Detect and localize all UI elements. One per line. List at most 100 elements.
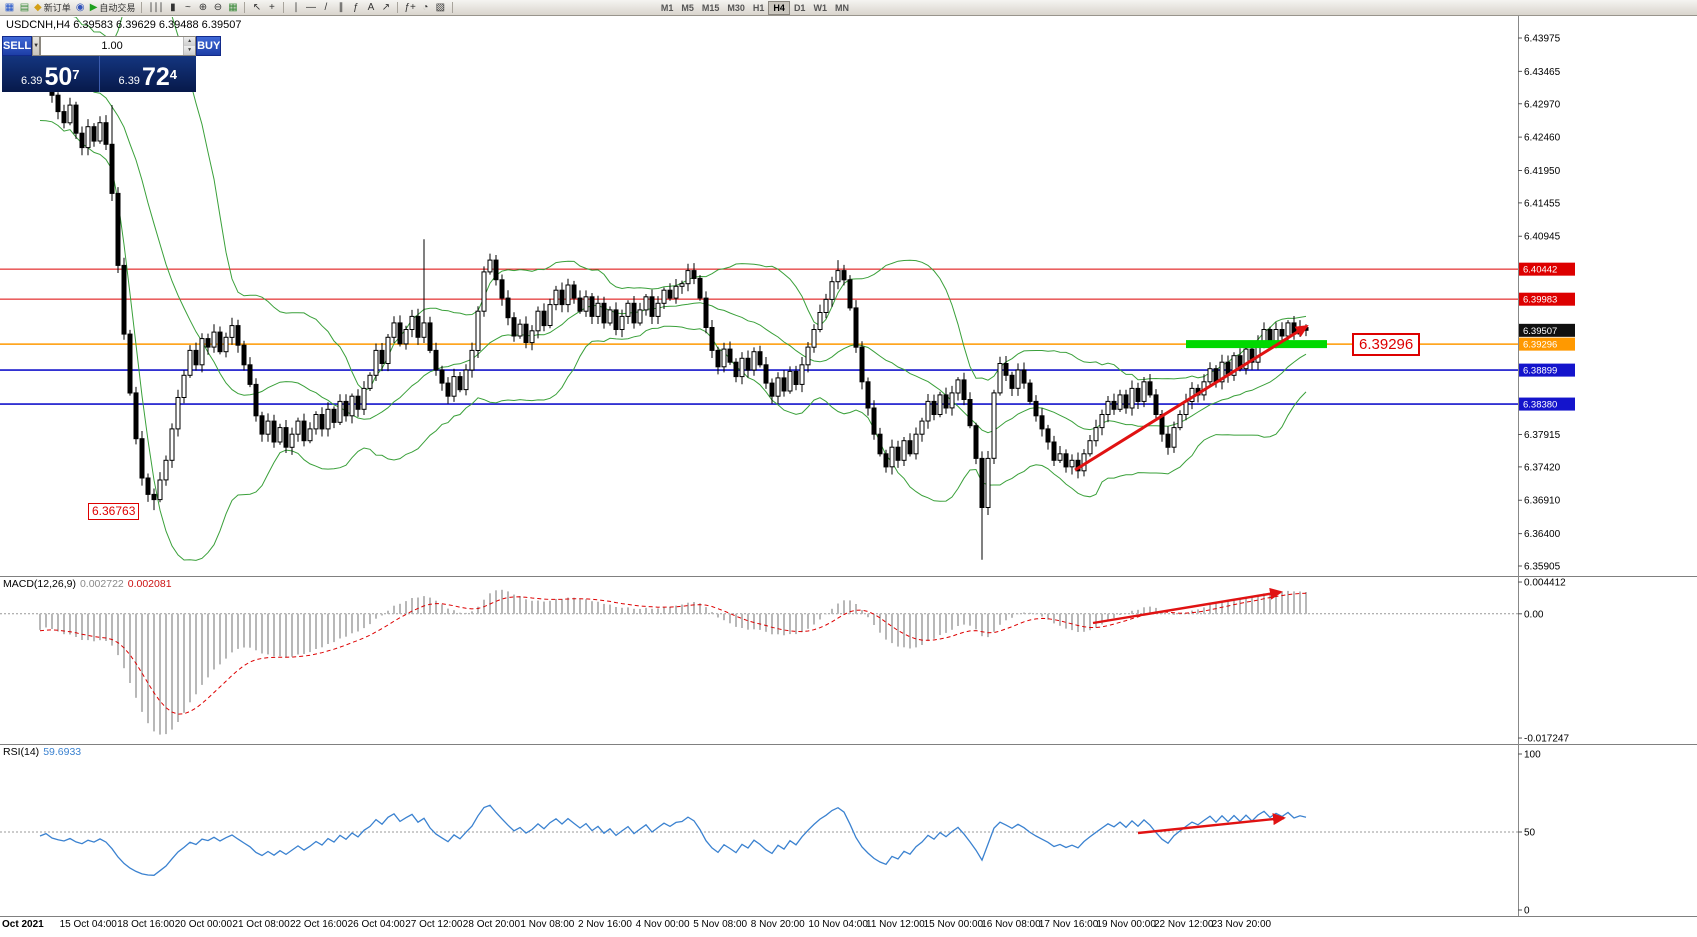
- time-axis-label: 19 Nov 00:00: [1096, 919, 1156, 930]
- timeframe-m5[interactable]: M5: [681, 2, 694, 13]
- new-order-button[interactable]: ◆ 新订单: [32, 1, 73, 15]
- svg-text:-0.017247: -0.017247: [1524, 734, 1569, 745]
- timeframe-d1[interactable]: D1: [793, 2, 806, 13]
- svg-text:6.40442: 6.40442: [1523, 265, 1557, 276]
- timeframe-bar: M1 M5 M15 M30 H1 H4 D1 W1 MN: [657, 0, 853, 15]
- svg-text:100: 100: [1524, 750, 1541, 761]
- zoom-in-button[interactable]: ⊕: [195, 1, 210, 15]
- timeframe-h1[interactable]: H1: [752, 2, 765, 13]
- buy-price-big: 72: [141, 63, 170, 91]
- horizontal-line-icon: —: [305, 1, 316, 13]
- svg-text:0.004412: 0.004412: [1524, 578, 1566, 589]
- price-tag: [1519, 292, 1575, 306]
- timeframe-m1[interactable]: M1: [660, 2, 674, 13]
- periods-button[interactable]: ◔: [418, 1, 433, 15]
- time-axis-label: 4 Nov 00:00: [635, 919, 690, 930]
- timeframe-m15[interactable]: M15: [701, 2, 720, 13]
- svg-text:6.42970: 6.42970: [1524, 99, 1561, 110]
- time-axis-label: 11 Nov 12:00: [866, 919, 925, 930]
- bar-chart-icon: ∣∣∣: [148, 1, 164, 13]
- time-axis-label: 22 Nov 12:00: [1154, 919, 1214, 930]
- crosshair-icon: +: [269, 1, 275, 13]
- volume-stepper: ▲ ▼: [183, 37, 196, 55]
- candlestick-chart-icon: ▮: [170, 1, 176, 13]
- timeframe-h4[interactable]: H4: [768, 0, 790, 15]
- price-annotation-target[interactable]: 6.39296: [1352, 333, 1421, 356]
- candles-layer: [37, 38, 1309, 560]
- sell-button[interactable]: SELL: [2, 36, 33, 56]
- templates-button[interactable]: ▧: [433, 1, 448, 15]
- time-axis-label: 2 Nov 16:00: [578, 919, 632, 930]
- indicators-button[interactable]: ƒ+: [402, 1, 417, 15]
- app-icon-button[interactable]: ▦: [2, 1, 17, 15]
- zoom-in-icon: ⊕: [198, 1, 208, 13]
- trendline-button[interactable]: /: [318, 1, 333, 15]
- trend-arrow-rsi[interactable]: [1137, 813, 1286, 835]
- zoom-out-button[interactable]: ⊖: [210, 1, 225, 15]
- stepper-down-icon[interactable]: ▼: [184, 46, 196, 55]
- svg-text:50: 50: [1524, 828, 1536, 839]
- stepper-up-icon[interactable]: ▲: [184, 37, 196, 46]
- vertical-line-button[interactable]: ∣: [288, 1, 303, 15]
- order-dropdown-button[interactable]: ▼: [32, 36, 41, 56]
- time-axis-label: 16 Nov 08:00: [981, 919, 1041, 930]
- trend-arrow-main[interactable]: [1074, 324, 1309, 472]
- channel-button[interactable]: ∥: [333, 1, 348, 15]
- toolbar-separator: [244, 2, 246, 13]
- chevron-down-icon: ▼: [33, 43, 40, 49]
- line-chart-button[interactable]: ~: [180, 1, 195, 15]
- text-button[interactable]: A: [363, 1, 378, 15]
- fibonacci-icon: ƒ: [353, 1, 359, 13]
- svg-text:6.43465: 6.43465: [1524, 67, 1561, 78]
- one-click-trading-panel: SELL ▼ ▲ ▼ BUY 6.39 50 7 6.39 72 4: [2, 36, 222, 92]
- time-axis-label: 21 Oct 08:00: [232, 919, 290, 930]
- price-tag: [1519, 337, 1575, 351]
- buy-button[interactable]: BUY: [196, 36, 222, 56]
- buy-price[interactable]: 6.39 72 4: [100, 56, 197, 92]
- timeframe-w1[interactable]: W1: [813, 2, 827, 13]
- time-axis-label: 1 Nov 08:00: [520, 919, 575, 930]
- timeframe-m30[interactable]: M30: [727, 2, 745, 13]
- arrows-tool-button[interactable]: ↗: [378, 1, 393, 15]
- horizontal-level-lines[interactable]: [0, 268, 1518, 405]
- fibonacci-button[interactable]: ƒ: [348, 1, 363, 15]
- candlestick-chart-button[interactable]: ▮: [165, 1, 180, 15]
- vertical-line-icon: ∣: [293, 1, 299, 13]
- auto-trading-button[interactable]: ▶ 自动交易: [88, 1, 138, 15]
- time-axis-label: 20 Oct 00:00: [174, 919, 233, 930]
- price-axis[interactable]: 6.43975 6.43465 6.42970 6.42460 6.41950 6.414…: [1518, 34, 1575, 573]
- tile-windows-button[interactable]: ▦: [225, 1, 240, 15]
- toolbar-separator: [397, 2, 399, 13]
- app-icon-icon: ▦: [4, 1, 15, 13]
- horizontal-line-button[interactable]: —: [303, 1, 318, 15]
- toolbar-separator: [283, 2, 285, 13]
- cursor-button[interactable]: ↖: [249, 1, 264, 15]
- chart-title: USDCNH,H4 6.39583 6.39629 6.39488 6.3950…: [6, 19, 242, 31]
- crosshair-button[interactable]: +: [264, 1, 279, 15]
- new-chart-icon: ▤: [19, 1, 30, 13]
- volume-input[interactable]: [41, 37, 184, 55]
- trend-arrow-macd[interactable]: [1092, 587, 1283, 625]
- time-axis[interactable]: Oct 2021 15 Oct 04:00 18 Oct 16:00 20 Oct 0…: [0, 917, 1697, 937]
- time-axis-label: 15 Nov 00:00: [923, 919, 984, 930]
- price-tag: [1519, 363, 1575, 377]
- bar-chart-button[interactable]: ∣∣∣: [146, 1, 165, 15]
- new-chart-button[interactable]: ▤: [17, 1, 32, 15]
- time-axis-label: 23 Nov 20:00: [1211, 919, 1272, 930]
- market-watch-button[interactable]: ◉: [73, 1, 88, 15]
- svg-text:0: 0: [1524, 906, 1530, 917]
- market-watch-icon: ◉: [75, 1, 85, 13]
- timeframe-mn[interactable]: MN: [834, 2, 849, 13]
- svg-text:6.41455: 6.41455: [1524, 198, 1561, 209]
- svg-text:6.35905: 6.35905: [1524, 562, 1561, 573]
- line-chart-icon: ~: [185, 1, 191, 13]
- sell-price[interactable]: 6.39 50 7: [2, 56, 100, 92]
- time-axis-label: 26 Oct 04:00: [347, 919, 405, 930]
- price-annotation-low[interactable]: 6.36763: [88, 503, 140, 520]
- svg-text:6.43975: 6.43975: [1524, 34, 1561, 45]
- green-highlight-zone[interactable]: [1186, 340, 1327, 349]
- toolbar-separator: [141, 2, 143, 13]
- svg-text:6.36400: 6.36400: [1524, 529, 1561, 540]
